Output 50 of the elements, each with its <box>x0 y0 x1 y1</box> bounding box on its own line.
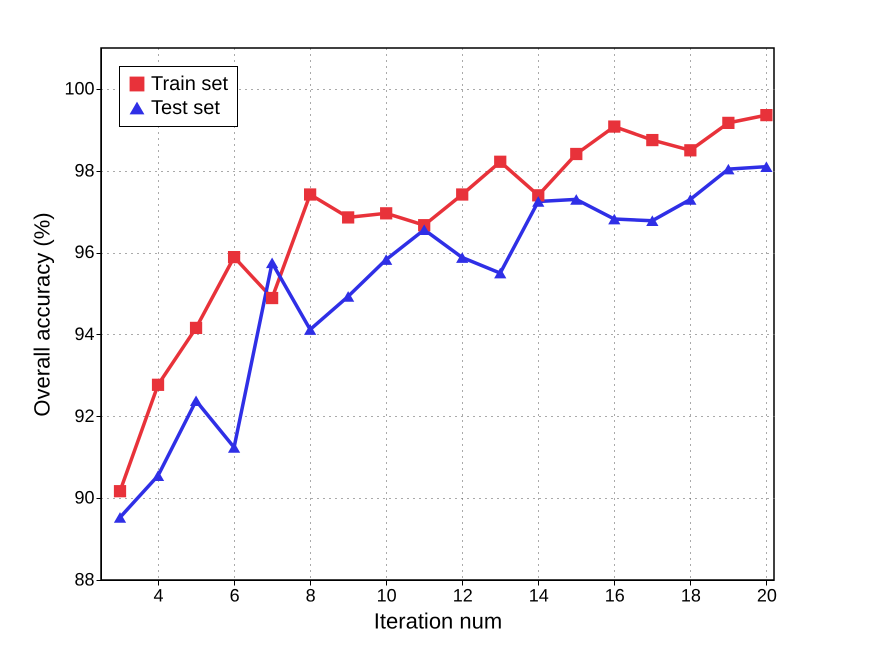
x-tick-label: 16 <box>604 586 625 606</box>
x-tick-label: 6 <box>230 586 240 606</box>
point <box>760 161 773 172</box>
point <box>456 252 468 263</box>
point <box>228 250 240 264</box>
point <box>190 322 202 334</box>
x-tick-label: 18 <box>680 586 701 606</box>
legend-label: Test set <box>151 97 220 119</box>
point <box>304 324 316 335</box>
point <box>532 196 544 207</box>
point <box>684 144 696 156</box>
point <box>760 108 773 122</box>
x-tick-label: 4 <box>154 586 164 606</box>
point <box>456 188 468 201</box>
y-tick-label: 98 <box>74 160 94 180</box>
point <box>228 442 240 453</box>
point <box>114 485 126 498</box>
y-axis-title: Overall accuracy (%) <box>29 212 54 417</box>
point <box>494 156 506 168</box>
legend-label: Train set <box>151 73 229 95</box>
point <box>190 395 202 406</box>
point <box>608 214 620 224</box>
point <box>722 116 734 130</box>
y-tick-label: 94 <box>74 324 94 344</box>
point <box>608 120 620 133</box>
x-tick-label: 10 <box>376 586 397 606</box>
point <box>266 258 278 268</box>
point <box>570 148 582 160</box>
x-tick-label: 12 <box>452 586 473 606</box>
point <box>380 207 392 220</box>
point <box>152 378 164 391</box>
y-tick-label: 92 <box>74 406 94 426</box>
point <box>494 268 506 278</box>
point <box>684 194 696 205</box>
point <box>646 215 658 226</box>
point <box>570 194 582 205</box>
y-tick-label: 96 <box>74 242 94 262</box>
y-tick-label: 88 <box>74 570 94 590</box>
x-axis-title: Iteration num <box>374 608 502 634</box>
point <box>152 470 164 481</box>
point <box>342 211 354 224</box>
point <box>646 134 658 146</box>
x-tick-label: 20 <box>756 586 777 606</box>
x-tick-label: 8 <box>306 586 316 606</box>
point <box>266 292 278 304</box>
y-tick-label: 90 <box>74 488 94 508</box>
point <box>304 188 316 201</box>
y-tick-label: 100 <box>64 78 94 98</box>
x-tick-label: 14 <box>528 586 549 606</box>
point <box>114 512 126 523</box>
